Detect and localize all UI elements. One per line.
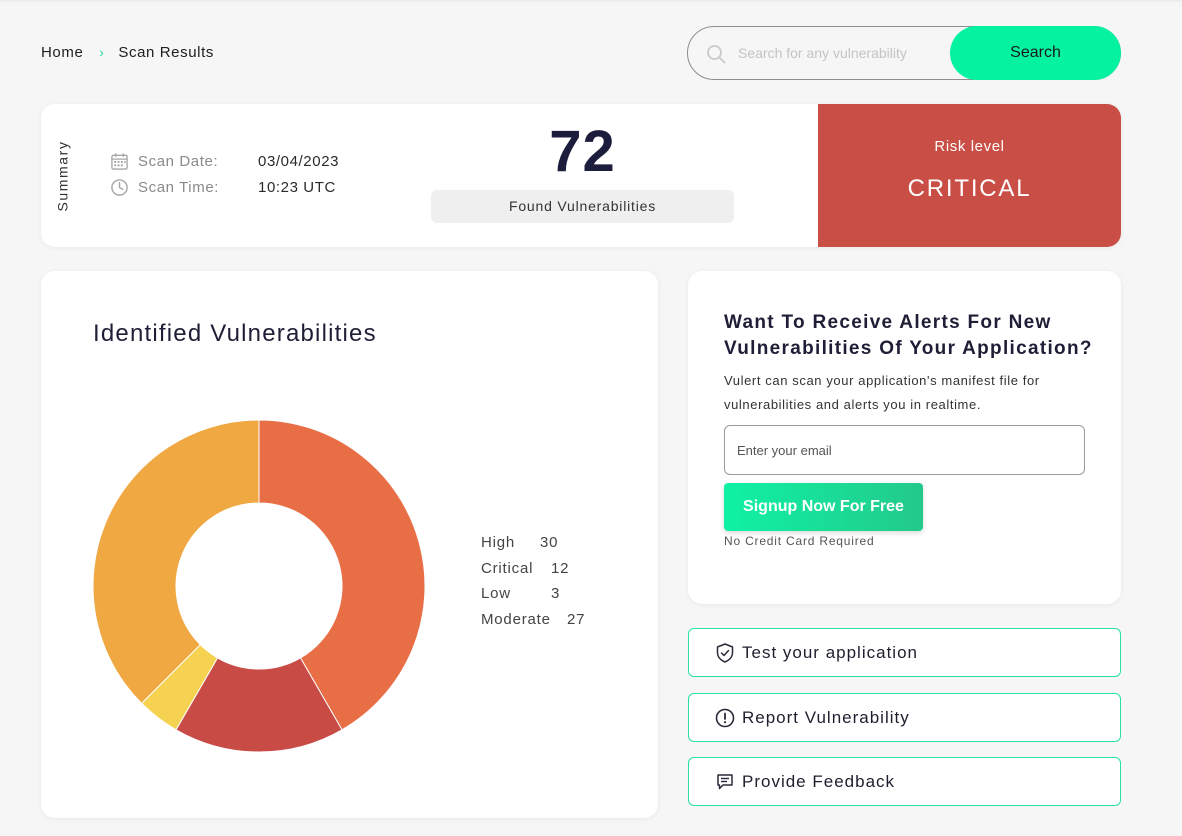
shield-check-icon — [716, 642, 734, 663]
provide-feedback-label: Provide Feedback — [742, 771, 896, 791]
search-icon — [707, 45, 726, 64]
vulnerability-donut-chart — [92, 419, 426, 753]
breadcrumb-separator: › — [99, 45, 105, 60]
donut-slice-critical — [175, 657, 343, 753]
summary-label-text: Summary — [55, 139, 72, 212]
found-count: 72 — [549, 119, 616, 184]
legend-value: 12 — [551, 559, 570, 577]
legend-value: 27 — [567, 610, 586, 628]
summary-side-label: Summary — [53, 104, 73, 247]
alerts-description: Vulert can scan your application's manif… — [724, 373, 1040, 412]
legend-value: 3 — [551, 585, 561, 602]
scan-time-value: 10:23 UTC — [258, 179, 336, 196]
donut-slice-high — [258, 419, 426, 731]
message-icon — [717, 773, 733, 789]
scan-time-label: Scan Time: — [138, 179, 220, 196]
legend-item-critical: Critical 12 — [481, 560, 585, 586]
legend-label: Low — [481, 585, 511, 602]
email-field[interactable] — [724, 425, 1085, 475]
breadcrumb-home-link[interactable]: Home — [41, 44, 84, 61]
calendar-icon — [111, 153, 128, 170]
legend-value: 30 — [540, 534, 559, 551]
breadcrumb-current: Scan Results — [118, 44, 214, 61]
provide-feedback-button[interactable]: Provide Feedback — [688, 757, 1121, 806]
found-label: Found Vulnerabilities — [431, 190, 734, 223]
clock-icon — [111, 179, 128, 196]
report-vulnerability-label: Report Vulnerability — [742, 707, 910, 727]
top-border — [0, 0, 1182, 2]
search-input[interactable] — [738, 41, 928, 65]
no-credit-card-note: No Credit Card Required — [724, 534, 875, 548]
risk-level-panel: Risk level CRITICAL — [818, 104, 1121, 247]
vulnerabilities-title: Identified Vulnerabilities — [93, 320, 377, 347]
risk-level-value: CRITICAL — [907, 175, 1032, 202]
legend-label: Critical — [481, 559, 534, 577]
scan-date-row: Scan Date: 03/04/2023 — [110, 152, 339, 171]
legend-label: Moderate — [481, 610, 551, 628]
donut-slice-moderate — [92, 419, 260, 705]
search-button[interactable]: Search — [950, 26, 1121, 80]
report-vulnerability-button[interactable]: Report Vulnerability — [688, 693, 1121, 742]
alerts-signup-card: Want To Receive Alerts For New Vulnerabi… — [688, 271, 1121, 604]
legend-item-high: High 30 — [481, 534, 585, 560]
alerts-title: Want To Receive Alerts For New Vulnerabi… — [724, 312, 1093, 359]
legend-item-low: Low 3 — [481, 585, 585, 611]
signup-button[interactable]: Signup Now For Free — [724, 483, 923, 531]
search-bar: Search — [687, 26, 1121, 80]
risk-level-label: Risk level — [934, 138, 1005, 155]
vulnerabilities-card: Identified Vulnerabilities High 30 Criti… — [41, 271, 658, 818]
test-application-label: Test your application — [742, 642, 918, 662]
summary-card: Summary Scan Date: 03/04/2023 Scan Time:… — [41, 104, 1121, 247]
chart-legend: High 30 Critical 12 Low 3 Moderate 27 — [481, 534, 585, 636]
legend-item-moderate: Moderate 27 — [481, 611, 585, 637]
breadcrumb: Home › Scan Results — [41, 44, 214, 61]
alert-circle-icon — [715, 708, 735, 727]
test-application-button[interactable]: Test your application — [688, 628, 1121, 677]
scan-date-value: 03/04/2023 — [258, 153, 340, 170]
scan-time-row: Scan Time: 10:23 UTC — [110, 178, 336, 197]
scan-date-label: Scan Date: — [138, 153, 219, 170]
legend-label: High — [481, 534, 516, 551]
